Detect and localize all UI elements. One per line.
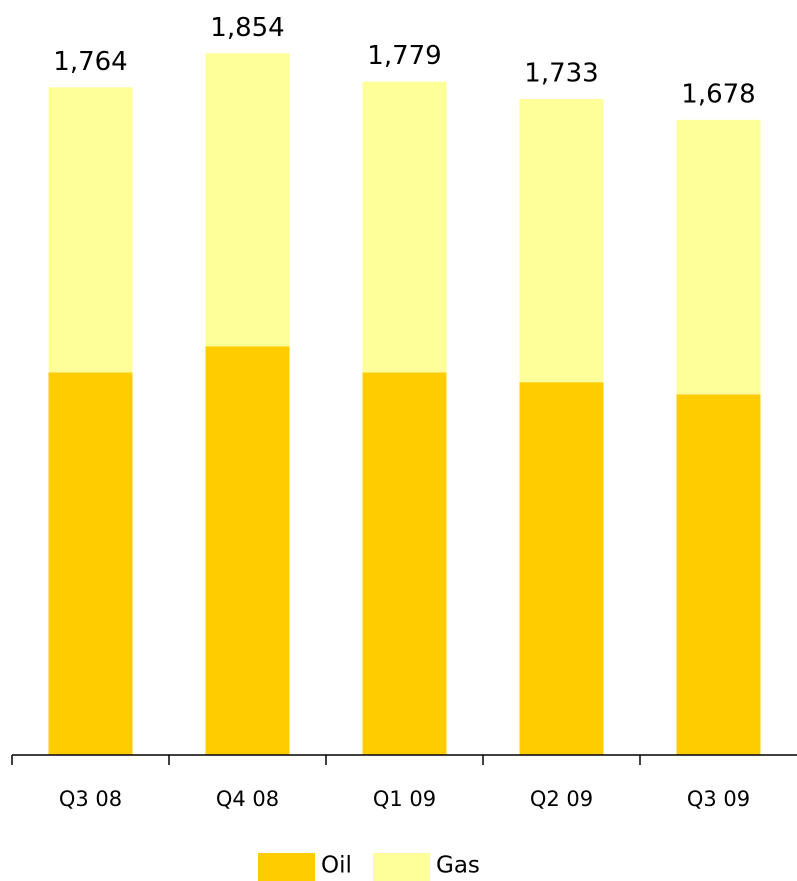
total-label: 1,764	[53, 47, 127, 77]
total-label: 1,779	[367, 41, 441, 71]
bar-segment	[48, 372, 133, 755]
bar-segment	[362, 81, 447, 373]
bar-segment	[519, 99, 604, 383]
total-label: 1,733	[524, 59, 598, 89]
x-tick-label: Q3 08	[59, 787, 122, 811]
legend-swatch	[258, 853, 315, 881]
legend-label: Gas	[436, 853, 480, 879]
x-tick-label: Q1 09	[373, 787, 436, 811]
legend-label: Oil	[321, 853, 352, 879]
bar-segment	[676, 119, 761, 395]
bar-segment	[362, 372, 447, 755]
bar-segment	[48, 87, 133, 373]
x-tick-label: Q4 08	[216, 787, 279, 811]
x-tick-label: Q2 09	[530, 787, 593, 811]
bar-segment	[676, 394, 761, 755]
x-tick-label: Q3 09	[687, 787, 750, 811]
total-label: 1,678	[681, 79, 755, 109]
bar-segment	[205, 346, 290, 755]
total-label: 1,854	[210, 13, 284, 43]
bar-segment	[519, 382, 604, 755]
bar-segment	[205, 53, 290, 347]
legend-swatch	[373, 853, 430, 881]
